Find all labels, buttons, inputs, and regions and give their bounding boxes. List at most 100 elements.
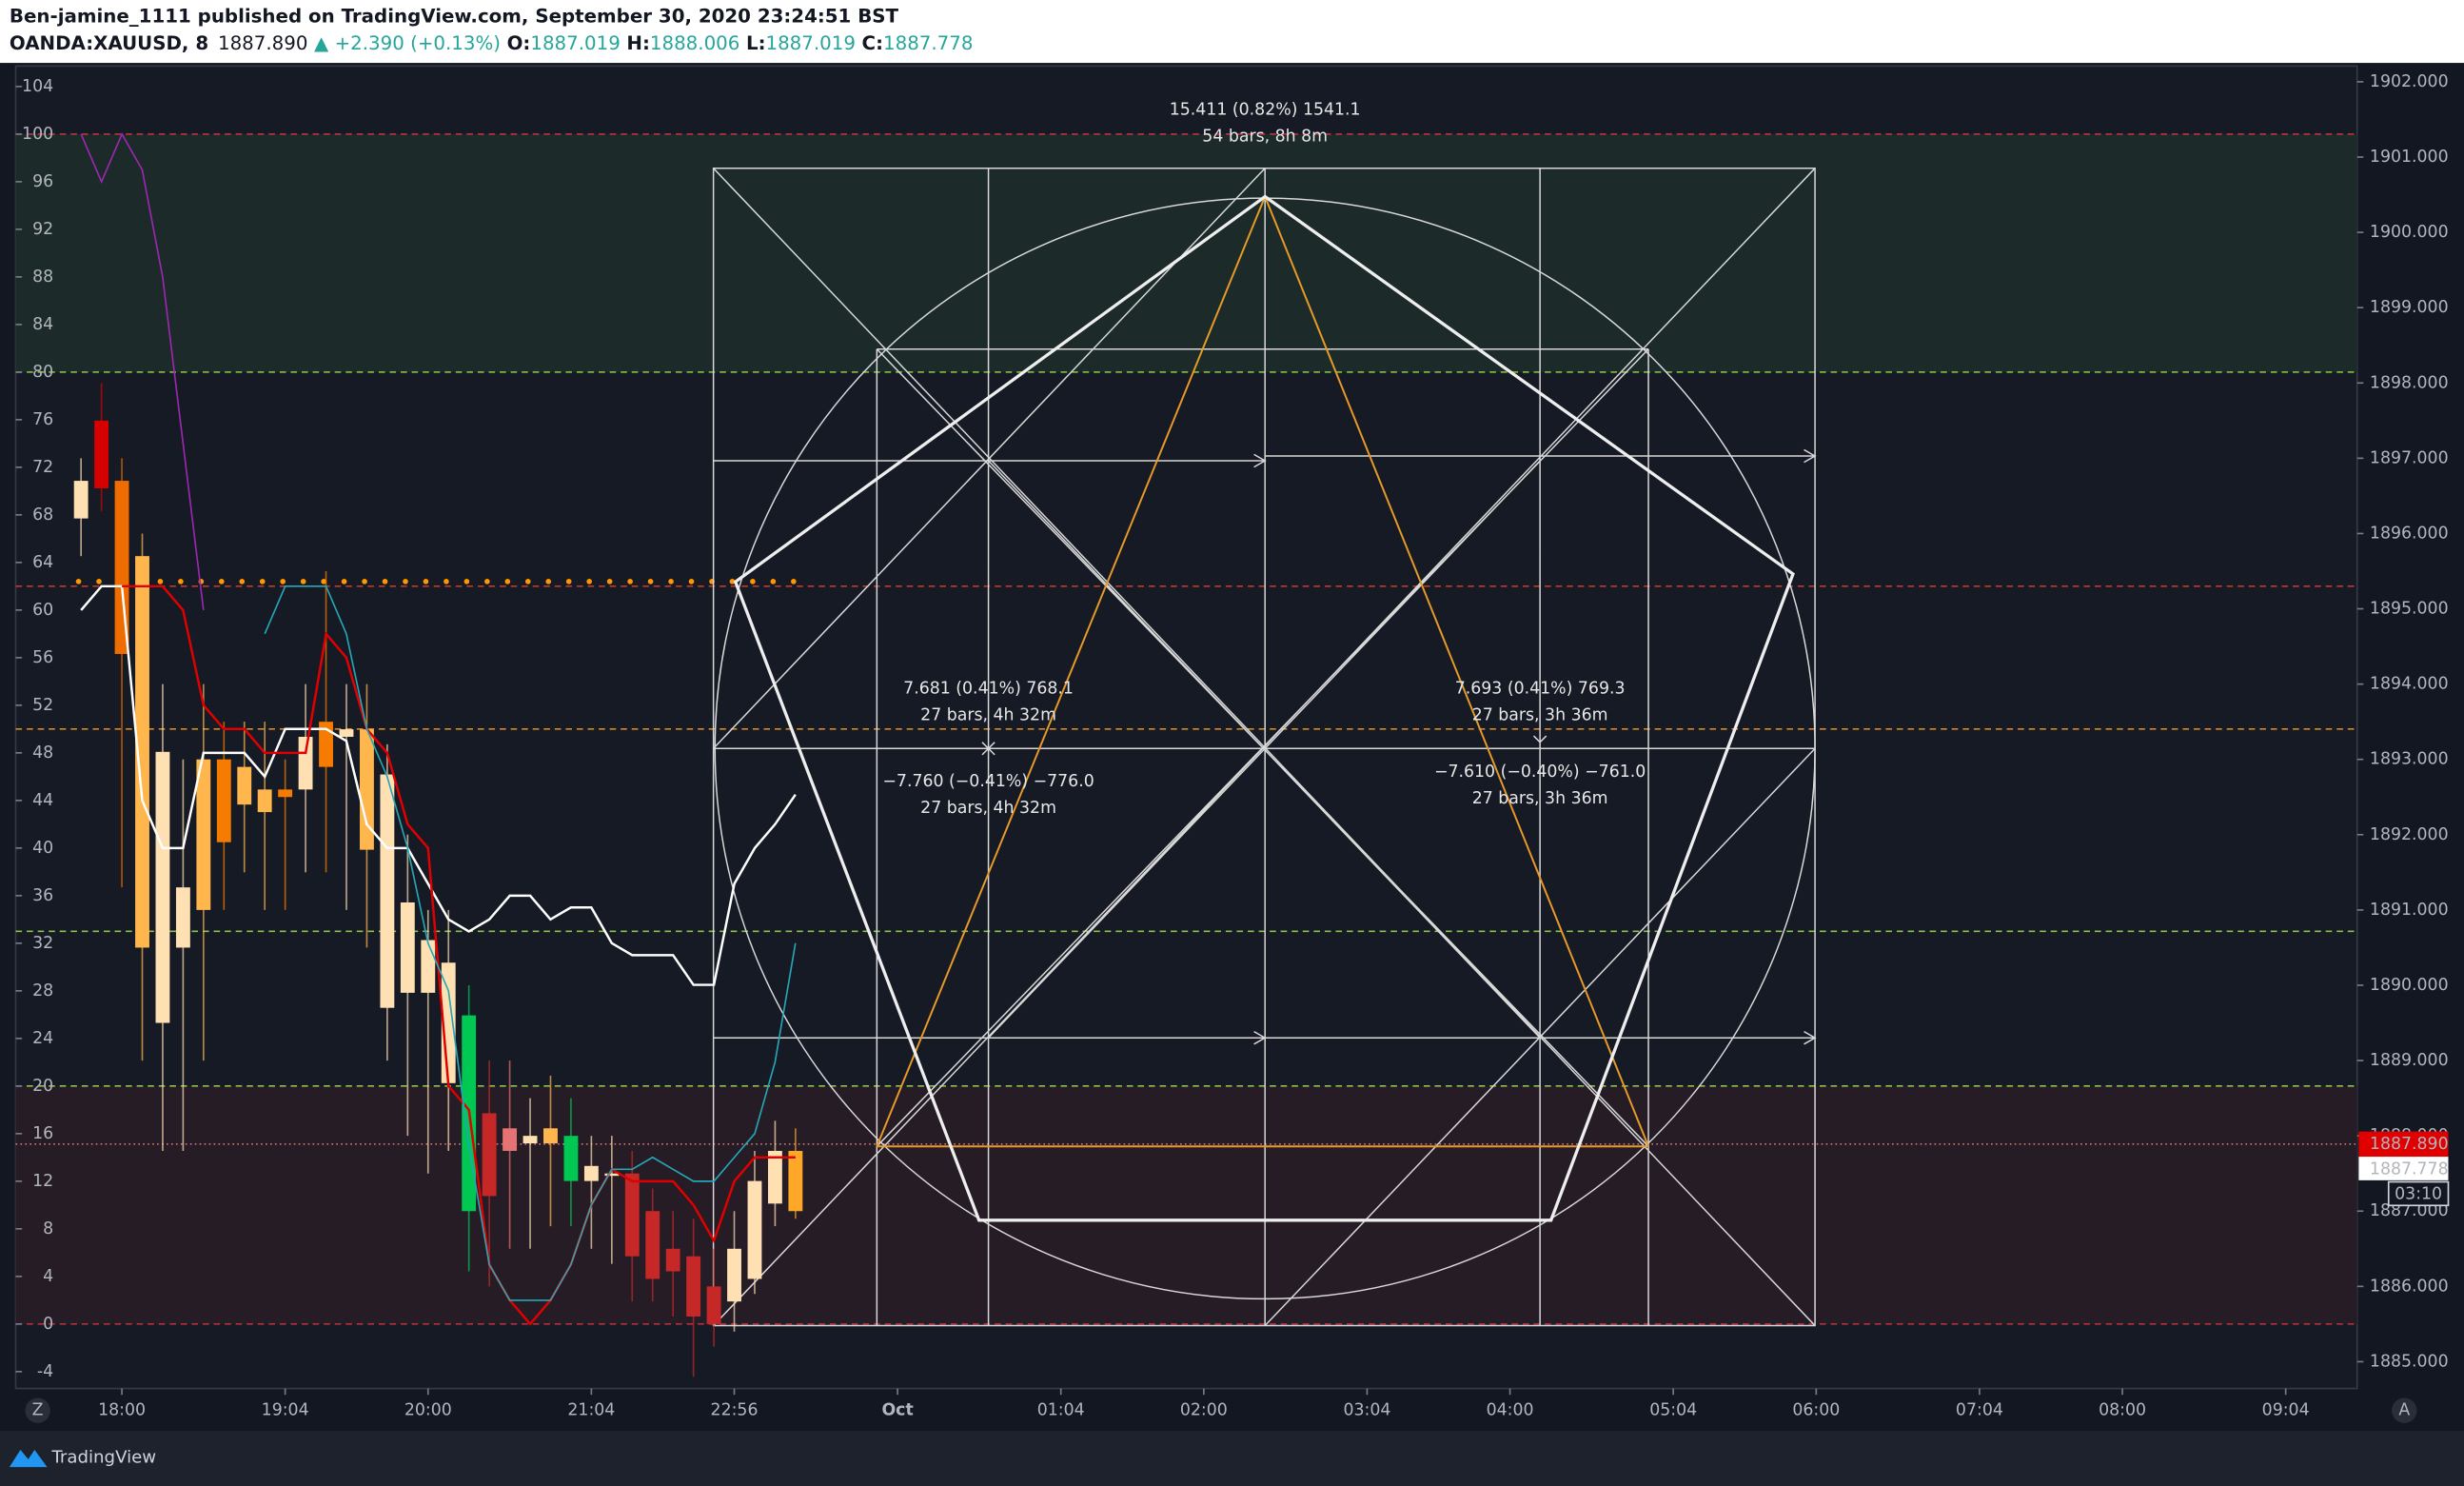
dotted-level-dot bbox=[565, 579, 572, 584]
y2-tick-label: 1894.000 bbox=[2370, 675, 2449, 694]
dotted-level-dot bbox=[423, 579, 429, 584]
oscillator-line bbox=[80, 132, 205, 611]
ohlc-key: H: bbox=[626, 32, 649, 54]
a-label[interactable]: A bbox=[2398, 1401, 2410, 1420]
dotted-level-dot bbox=[382, 579, 388, 584]
tool-lines bbox=[713, 168, 1816, 1327]
x-tick-label: 09:04 bbox=[2262, 1401, 2310, 1420]
dotted-level-dot bbox=[791, 579, 797, 584]
measure-label: 27 bars, 3h 36m bbox=[1472, 789, 1608, 808]
x-tick-label: 02:00 bbox=[1180, 1401, 1228, 1420]
z-button[interactable] bbox=[25, 1397, 50, 1423]
candle-body bbox=[727, 1248, 741, 1302]
close-price-box bbox=[2358, 1157, 2449, 1180]
candle-body bbox=[216, 759, 231, 842]
y-tick-label: 100 bbox=[22, 125, 53, 144]
y-tick-label: 28 bbox=[32, 981, 53, 1001]
candle-body bbox=[503, 1128, 518, 1151]
y2-tick-label: 1885.000 bbox=[2370, 1352, 2449, 1371]
tool-pentagon bbox=[733, 194, 1795, 1222]
measure-label: 27 bars, 4h 32m bbox=[920, 706, 1056, 725]
tool-arrows bbox=[981, 448, 1817, 1045]
candle-body bbox=[604, 1173, 620, 1177]
a-button[interactable] bbox=[2392, 1397, 2417, 1423]
dotted-level-dot bbox=[75, 579, 82, 584]
z-label[interactable]: Z bbox=[32, 1401, 44, 1420]
close-price-label: 1887.778 bbox=[2370, 1159, 2449, 1179]
candle-body bbox=[706, 1286, 721, 1324]
x-tick-label: 22:56 bbox=[711, 1401, 759, 1420]
candle-body bbox=[339, 729, 354, 737]
y-tick-label: 84 bbox=[32, 315, 53, 334]
y-tick-label: 40 bbox=[32, 839, 53, 858]
ohlc-key: C: bbox=[862, 32, 883, 54]
dotted-level-dot bbox=[362, 579, 367, 584]
ohlc-value: 1887.778 bbox=[883, 32, 973, 54]
candle-body bbox=[257, 789, 272, 813]
y2-tick-label: 1887.000 bbox=[2370, 1201, 2449, 1220]
logo-icon bbox=[9, 1450, 48, 1468]
tool-triangle bbox=[876, 196, 1649, 1148]
change: ▲ +2.390 (+0.13%) bbox=[314, 32, 501, 54]
x-tick-label: 05:04 bbox=[1649, 1401, 1697, 1420]
x-tick-label: 06:00 bbox=[1792, 1401, 1840, 1420]
candle-body bbox=[94, 420, 109, 488]
dotted-level-dot bbox=[750, 579, 756, 584]
y2-tick-label: 1901.000 bbox=[2370, 148, 2449, 167]
candle-body bbox=[583, 1165, 599, 1181]
y-tick-label: 56 bbox=[32, 648, 53, 667]
candle-body bbox=[788, 1150, 803, 1212]
dotted-level-dot bbox=[484, 579, 490, 584]
y2-tick-label: 1896.000 bbox=[2370, 524, 2449, 543]
y-tick-label: 64 bbox=[32, 553, 53, 572]
y-tick-label: 36 bbox=[32, 886, 53, 905]
dotted-level-dot bbox=[770, 579, 777, 584]
dotted-level-dot bbox=[504, 579, 511, 584]
y-tick-label: 52 bbox=[32, 696, 53, 715]
x-tick-label: 07:04 bbox=[1956, 1401, 2003, 1420]
measure-label: −7.610 (−0.40%) −761.0 bbox=[1434, 763, 1646, 782]
measure-label: −7.760 (−0.41%) −776.0 bbox=[882, 772, 1094, 791]
candle-body bbox=[624, 1173, 640, 1257]
dotted-level-dot bbox=[341, 579, 347, 584]
y-tick-label: 72 bbox=[32, 458, 53, 477]
dotted-level-dot bbox=[157, 579, 164, 584]
candle-body bbox=[543, 1128, 558, 1144]
candle-body bbox=[563, 1136, 579, 1181]
y-tick-label: 12 bbox=[32, 1172, 53, 1191]
dotted-level-dot bbox=[280, 579, 286, 584]
logo-text: TradingView bbox=[50, 1447, 156, 1467]
dotted-level-dot bbox=[178, 579, 184, 584]
measure-label: 7.681 (0.41%) 768.1 bbox=[903, 680, 1074, 699]
drawing-tool bbox=[712, 168, 1817, 1327]
x-tick-label: 19:04 bbox=[262, 1401, 309, 1420]
measure-label: 27 bars, 4h 32m bbox=[920, 799, 1056, 818]
oscillator-line bbox=[80, 584, 797, 986]
countdown-box bbox=[2387, 1180, 2450, 1207]
y-tick-label: 76 bbox=[32, 410, 53, 429]
symbol: OANDA:XAUUSD, 8 bbox=[10, 32, 208, 54]
last-price-label: 1887.890 bbox=[2370, 1135, 2449, 1154]
y2-tick-label: 1890.000 bbox=[2370, 976, 2449, 995]
y-tick-label: 68 bbox=[32, 505, 53, 525]
dotted-level-dot bbox=[403, 579, 408, 584]
y2-tick-label: 1893.000 bbox=[2370, 750, 2449, 769]
y-tick-label: 24 bbox=[32, 1029, 53, 1048]
annotations: 15.411 (0.82%) 1541.1 54 bars, 8h 8m 7.681… bbox=[882, 101, 2450, 1207]
y-tick-label: 32 bbox=[32, 934, 53, 953]
last-price-box bbox=[2358, 1131, 2449, 1158]
candle-body bbox=[380, 774, 395, 1008]
ohlc-key: L: bbox=[746, 32, 766, 54]
oscillator-line bbox=[264, 584, 797, 1301]
dotted-level-dot bbox=[96, 579, 102, 584]
dotted-level-dot bbox=[729, 579, 736, 584]
y-tick-label: 60 bbox=[32, 601, 53, 620]
x-tick-label: 04:00 bbox=[1487, 1401, 1534, 1420]
y-tick-label: 16 bbox=[32, 1124, 53, 1143]
candle-body bbox=[175, 887, 190, 948]
y2-tick-label: 1889.000 bbox=[2370, 1051, 2449, 1070]
dotted-level-dot bbox=[463, 579, 470, 584]
candle-body bbox=[278, 789, 293, 798]
y2-tick-label: 1892.000 bbox=[2370, 825, 2449, 844]
